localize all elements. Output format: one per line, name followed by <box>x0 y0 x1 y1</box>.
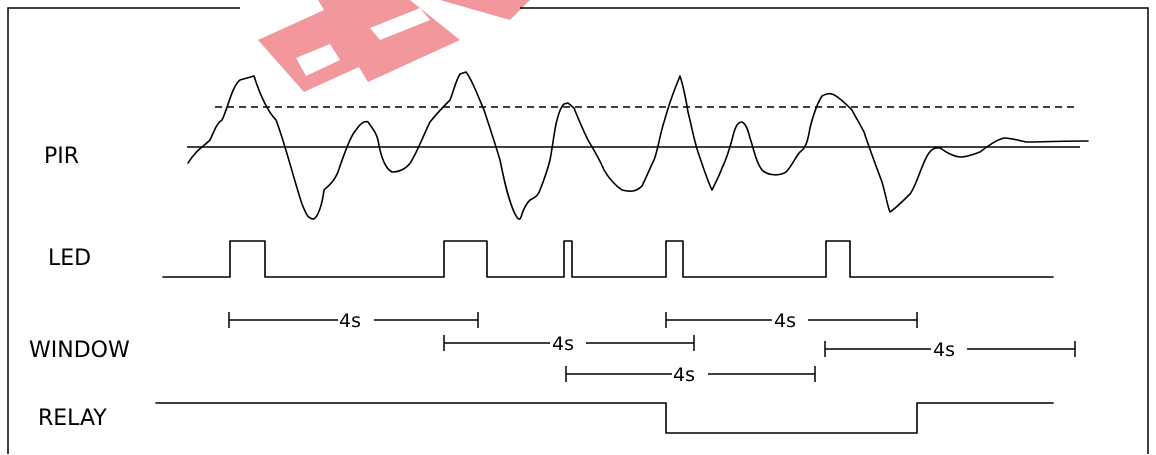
relay-label: RELAY <box>38 406 107 431</box>
window-duration-label: 4s <box>552 333 574 355</box>
pir-label: PIR <box>44 144 79 169</box>
window-duration-label: 4s <box>774 310 796 332</box>
window-interval-4: 4s <box>665 308 918 332</box>
window-duration-label: 4s <box>339 310 361 332</box>
window-label: WINDOW <box>29 338 130 363</box>
pir-waveform <box>187 71 1089 220</box>
led-trace <box>162 240 1054 278</box>
window-duration-label: 4s <box>933 339 955 361</box>
relay-trace <box>155 402 1054 434</box>
window-interval-5: 4s <box>824 337 1076 361</box>
window-duration-label: 4s <box>673 364 695 386</box>
frame-border <box>7 7 1149 454</box>
window-interval-1: 4s <box>228 308 479 332</box>
red-logo-watermark <box>258 0 530 92</box>
window-interval-3: 4s <box>565 362 816 386</box>
led-label: LED <box>48 246 91 271</box>
window-interval-2: 4s <box>443 331 695 355</box>
